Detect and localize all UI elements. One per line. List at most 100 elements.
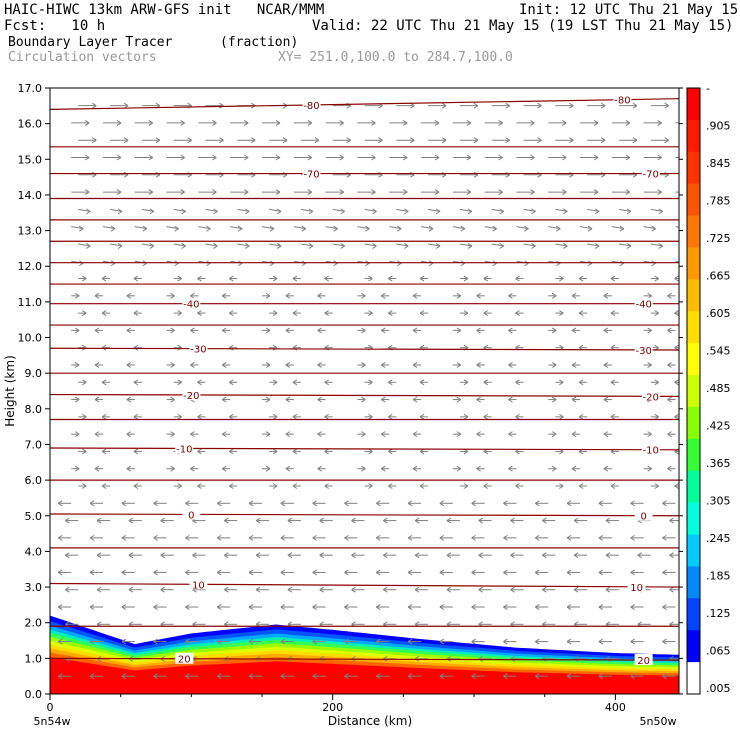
wind-vector-head: [248, 534, 254, 541]
wind-vector-head: [412, 396, 418, 403]
wind-vector-head: [605, 517, 611, 524]
wind-vector-head: [598, 569, 604, 576]
wind-vector-head: [598, 534, 604, 541]
wind-vector-head: [375, 500, 381, 507]
wind-vector-head: [181, 208, 186, 215]
temperature-contour: [50, 582, 679, 588]
wind-vector-head: [368, 310, 373, 317]
colorbar-label: .905: [706, 120, 731, 133]
wind-vector-head: [407, 500, 413, 507]
wind-vector-head: [133, 310, 139, 317]
wind-vector-head: [344, 638, 349, 645]
wind-vector: [71, 226, 84, 230]
wind-vector-head: [571, 292, 577, 299]
wind-vector: [166, 226, 179, 230]
wind-vector-head: [603, 396, 609, 403]
wind-vector-head: [571, 362, 577, 368]
wind-vector: [452, 226, 465, 230]
wind-vector: [78, 243, 91, 247]
wind-vector-head: [180, 120, 185, 126]
wind-vector-head: [573, 517, 579, 524]
wind-vector-head: [216, 569, 222, 576]
wind-vector-head: [361, 362, 366, 368]
wind-vector-head: [272, 275, 278, 282]
colorbar-swatch: [687, 438, 700, 472]
wind-vector-head: [272, 379, 278, 386]
wind-vector-head: [344, 569, 349, 576]
colorbar-swatch: [687, 566, 700, 599]
colorbar-label: .185: [706, 570, 731, 583]
wind-vector-head: [248, 673, 254, 680]
wind-vector-head: [667, 292, 672, 299]
wind-vector-head: [133, 379, 139, 386]
wind-vector-head: [466, 154, 472, 161]
contour-label: 10: [192, 580, 205, 591]
wind-vector-head: [94, 431, 100, 438]
wind-vector-head: [551, 362, 557, 368]
wind-vector-head: [89, 500, 95, 507]
wind-vector-head: [380, 465, 386, 472]
wind-vector-head: [221, 292, 227, 299]
colorbar-frame: [686, 87, 701, 695]
wind-vector-head: [287, 517, 293, 524]
wind-vector-head: [630, 604, 635, 610]
wind-vector-head: [180, 189, 185, 196]
wind-vector-head: [515, 483, 520, 489]
wind-vector-head: [212, 154, 217, 161]
colorbar-label: .665: [706, 270, 731, 283]
wind-vector-head: [128, 586, 134, 593]
wind-vector-head: [515, 310, 520, 317]
wind-vector: [555, 208, 568, 212]
wind-vector-head: [94, 465, 100, 472]
wind-vector-head: [361, 327, 366, 334]
wind-vector-head: [92, 137, 97, 144]
wind-vector-head: [319, 586, 324, 593]
wind-vector-head: [160, 586, 165, 593]
wind-vector-head: [674, 310, 679, 317]
wind-vector: [420, 226, 434, 230]
wind-vector-head: [630, 569, 635, 576]
wind-vector-head: [307, 189, 313, 196]
wind-vector-head: [82, 448, 87, 455]
y-tick-label: 15.0: [18, 153, 43, 166]
colorbar-label: -: [706, 82, 710, 95]
wind-vector-head: [561, 154, 567, 161]
wind-vector-head: [530, 189, 535, 196]
y-axis-title: Height (km): [3, 355, 17, 426]
wind-vector-head: [192, 552, 197, 559]
wind-vector-head: [301, 225, 307, 232]
wind-vector: [579, 226, 593, 230]
wind-vector-head: [463, 379, 469, 386]
contour-label: -70: [643, 170, 659, 181]
wind-vector-head: [126, 465, 132, 472]
wind-vector-head: [402, 120, 408, 126]
wind-vector: [491, 208, 504, 212]
wind-vector-head: [534, 534, 540, 541]
wind-vector-head: [153, 534, 158, 541]
wind-vector-head: [434, 154, 440, 161]
temperature-contour: [50, 657, 679, 661]
wind-vector-head: [177, 379, 182, 386]
wind-vector-head: [190, 431, 195, 438]
wind-vector: [300, 208, 313, 212]
wind-vector-head: [412, 327, 418, 334]
colorbar-swatch: [687, 151, 700, 185]
wind-vector: [618, 208, 632, 212]
wind-vector-head: [563, 208, 568, 215]
wind-vector-head: [625, 189, 631, 196]
wind-vector-head: [197, 379, 202, 386]
wind-vector-head: [206, 225, 211, 232]
wind-vector-head: [340, 208, 345, 215]
wind-vector-head: [121, 500, 127, 507]
field-units: (fraction): [220, 35, 299, 50]
wind-vector-head: [344, 534, 349, 541]
wind-vector-head: [121, 604, 127, 610]
wind-vector: [332, 208, 345, 212]
temperature-contour: [50, 98, 679, 110]
plot-frame: [49, 87, 680, 695]
init-time: Init: 12 UTC Thu 21 May 15: [519, 2, 739, 18]
wind-vector-head: [630, 500, 635, 507]
wind-vector-head: [212, 120, 217, 126]
wind-vector-head: [212, 189, 217, 196]
wind-vector-head: [185, 500, 190, 507]
